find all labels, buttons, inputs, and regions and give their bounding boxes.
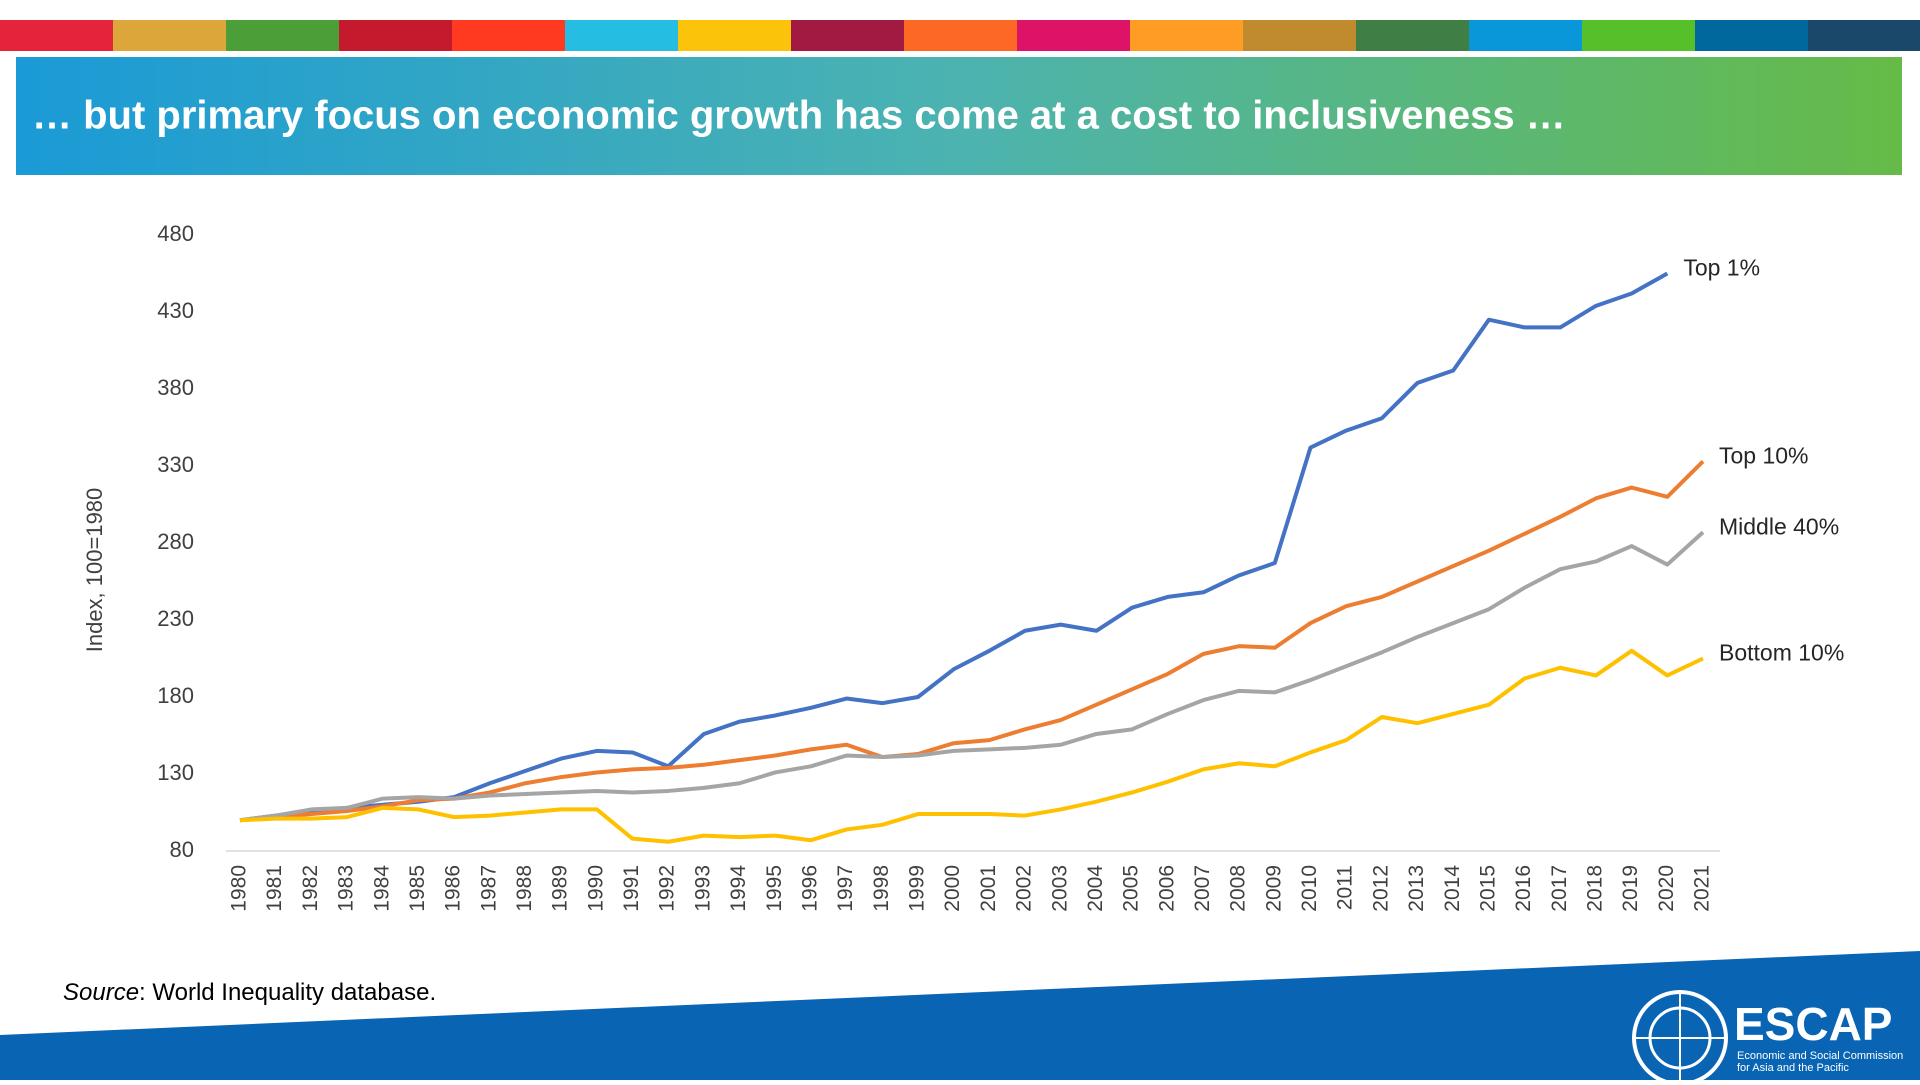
y-tick-label: 130 <box>157 760 194 785</box>
x-tick-label: 2013 <box>1405 865 1428 912</box>
x-tick-label: 2008 <box>1227 865 1250 912</box>
x-tick-label: 1995 <box>763 865 786 912</box>
x-tick-label: 1997 <box>834 865 857 912</box>
logo-text: ESCAP <box>1734 998 1892 1050</box>
y-tick-label: 180 <box>157 683 194 708</box>
sdg-color-strip <box>0 20 1920 51</box>
x-tick-label: 1987 <box>477 865 500 912</box>
y-tick-label: 480 <box>157 221 194 246</box>
x-tick-label: 2017 <box>1548 865 1571 912</box>
x-tick-label: 1989 <box>549 865 572 912</box>
series-line <box>239 648 1704 844</box>
x-tick-label: 2000 <box>941 865 964 912</box>
x-tick-label: 1985 <box>406 865 429 912</box>
x-tick-label: 1983 <box>335 865 358 912</box>
footer-band <box>0 951 1920 1080</box>
x-tick-label: 2001 <box>977 865 1000 912</box>
y-tick-label: 380 <box>157 375 194 400</box>
plot: 80 130 180 230 280 330 380 430 480 1980 1981 1982 19… <box>157 221 1844 912</box>
x-tick-label: 1988 <box>513 865 536 912</box>
series-line <box>239 530 1705 823</box>
x-tick-label: 2016 <box>1512 865 1535 912</box>
chart-title: … but primary focus on economic growth h… <box>32 94 1566 138</box>
x-tick-label: 2009 <box>1262 865 1285 912</box>
x-tick-label: 2015 <box>1476 865 1499 912</box>
x-tick-label: 1992 <box>656 865 679 912</box>
title-banner <box>16 57 1902 175</box>
source-label: Source <box>63 979 139 1006</box>
logo-subtitle: for Asia and the Pacific <box>1737 1062 1849 1074</box>
x-tick-label: 2005 <box>1120 865 1143 912</box>
y-tick-label: 430 <box>157 298 194 323</box>
source-note: Source: World Inequality database. <box>63 979 436 1006</box>
x-tick-label: 1986 <box>442 865 465 912</box>
y-tick-label: 80 <box>170 837 194 862</box>
x-tick-label: 2003 <box>1048 865 1071 912</box>
y-tick-label: 230 <box>157 606 194 631</box>
x-tick-label: 2021 <box>1691 865 1714 912</box>
y-axis-label: Index, 100=1980 <box>82 488 107 653</box>
x-tick-label: 2018 <box>1583 865 1606 912</box>
series-line <box>239 459 1705 823</box>
x-tick-label: 2011 <box>1334 865 1357 910</box>
series-label: Bottom 10% <box>1719 640 1844 666</box>
series-label: Top 10% <box>1719 442 1809 468</box>
x-tick-label: 2006 <box>1155 865 1178 912</box>
x-tick-label: 1994 <box>727 865 750 912</box>
x-tick-label: 2007 <box>1191 865 1214 912</box>
x-tick-label: 2012 <box>1369 865 1392 912</box>
x-tick-label: 2019 <box>1619 865 1642 912</box>
x-tick-label: 1998 <box>870 865 893 912</box>
x-tick-label: 2014 <box>1441 865 1464 912</box>
x-tick-label: 1993 <box>691 865 714 912</box>
x-tick-label: 1984 <box>370 865 393 912</box>
source-text: : World Inequality database. <box>139 979 436 1006</box>
y-tick-label: 330 <box>157 452 194 477</box>
x-tick-label: 1982 <box>299 865 322 912</box>
x-tick-label: 1981 <box>263 865 286 912</box>
x-tick-label: 1980 <box>228 865 251 912</box>
series-label: Middle 40% <box>1719 513 1839 539</box>
x-tick-label: 1991 <box>620 865 643 912</box>
x-tick-label: 2004 <box>1084 865 1107 912</box>
escap-logo: ESCAP Economic and Social Commission for… <box>1632 990 1903 1085</box>
x-tick-label: 2002 <box>1013 865 1036 912</box>
x-tick-label: 2010 <box>1298 865 1321 912</box>
x-tick-label: 2020 <box>1655 865 1678 912</box>
series-label: Top 1% <box>1683 255 1760 281</box>
x-tick-label: 1999 <box>906 865 929 912</box>
x-tick-label: 1990 <box>584 865 607 912</box>
series-line <box>239 271 1669 823</box>
y-tick-label: 280 <box>157 529 194 554</box>
x-tick-label: 1996 <box>798 865 821 912</box>
logo-subtitle: Economic and Social Commission <box>1737 1050 1903 1062</box>
